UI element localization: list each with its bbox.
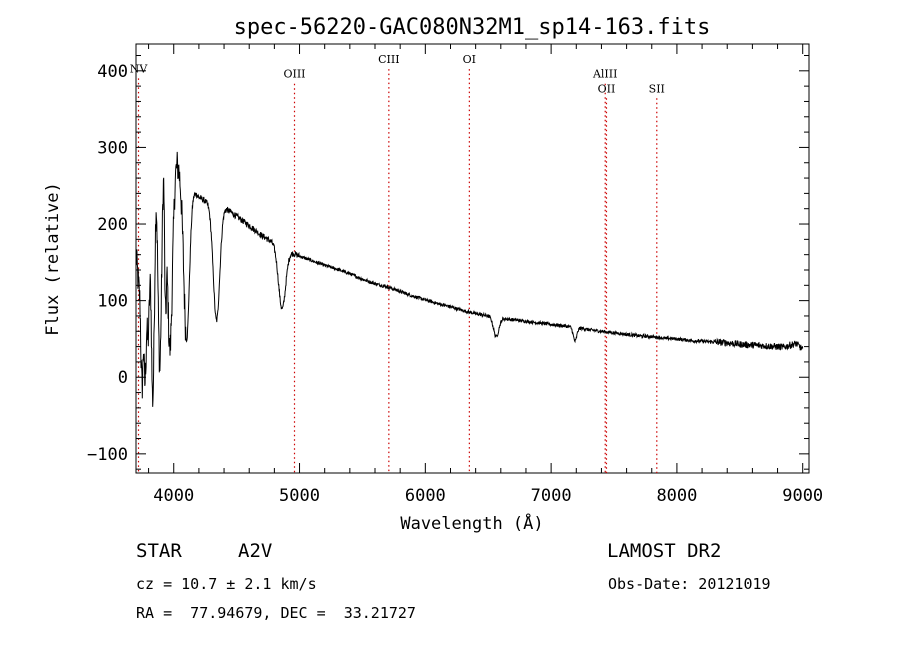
line-label-nv: NV (130, 62, 149, 75)
x-tick-label: 7000 (531, 486, 572, 506)
y-tick-label: 0 (118, 368, 128, 388)
observation-date: Obs-Date: 20121019 (608, 575, 771, 593)
spectrum-line (135, 151, 804, 407)
line-label-sii: SII (649, 82, 665, 95)
y-axis-label: Flux (relative) (43, 182, 63, 336)
object-subclass: A2V (238, 540, 273, 562)
line-label-oi: OI (463, 53, 476, 66)
x-tick-label: 8000 (656, 486, 697, 506)
redshift-cz: cz = 10.7 ± 2.1 km/s (136, 575, 317, 593)
line-label-oii: OII (598, 82, 616, 95)
y-tick-label: −100 (87, 445, 128, 465)
y-tick-label: 300 (97, 138, 128, 158)
axis-ticks (136, 44, 809, 473)
object-class: STAR (136, 540, 182, 562)
survey-name: LAMOST DR2 (607, 540, 722, 562)
x-tick-label: 6000 (405, 486, 446, 506)
y-tick-labels: −100 0 100 200 300 400 (87, 62, 128, 465)
y-tick-label: 200 (97, 215, 128, 235)
line-label-oiii: OIII (283, 68, 305, 81)
coordinates: RA = 77.94679, DEC = 33.21727 (136, 604, 416, 622)
x-tick-label: 5000 (279, 486, 320, 506)
x-axis-label: Wavelength (Å) (400, 512, 543, 534)
x-tick-labels: 4000 5000 6000 7000 8000 9000 (153, 486, 823, 506)
line-label-ciii: CIII (378, 53, 399, 66)
line-label-aliii: AlIII (592, 68, 618, 81)
chart-title: spec-56220-GAC080N32M1_sp14-163.fits (234, 15, 711, 40)
y-tick-label: 100 (97, 292, 128, 312)
x-tick-label: 9000 (782, 486, 823, 506)
y-tick-label: 400 (97, 62, 128, 82)
x-tick-label: 4000 (153, 486, 194, 506)
plot-frame (135, 43, 810, 474)
spectrum-series (135, 151, 804, 407)
